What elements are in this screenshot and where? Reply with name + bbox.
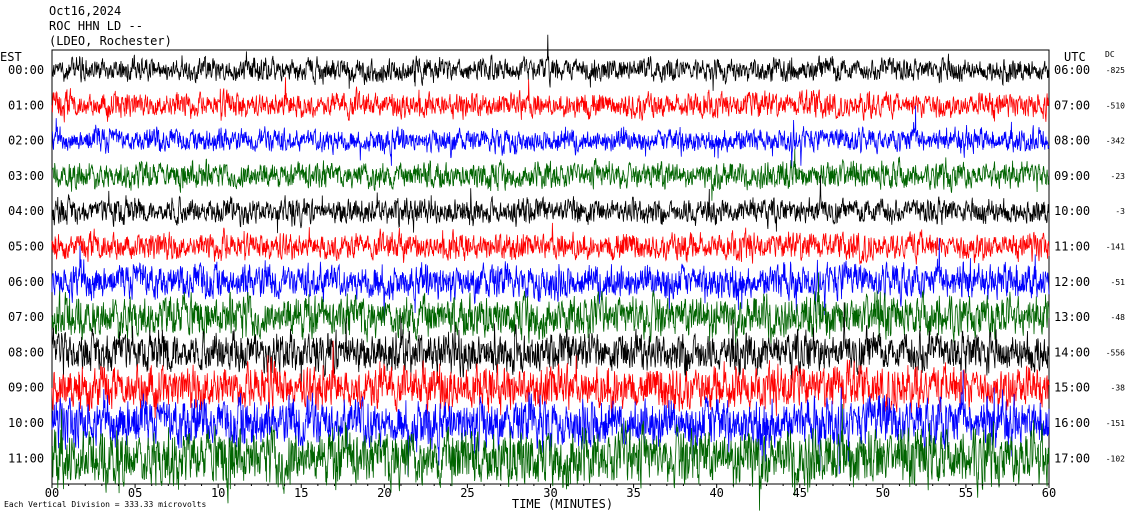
dc-offset-label: -102	[1106, 454, 1125, 463]
utc-hour-label: 15:00	[1054, 381, 1090, 395]
chart-network: (LDEO, Rochester)	[49, 34, 172, 48]
est-hour-label: 04:00	[8, 204, 44, 218]
x-tick-label: 15	[294, 486, 308, 500]
trace-0800	[51, 302, 1050, 388]
dc-offset-label: -48	[1111, 313, 1126, 322]
est-hour-label: 07:00	[8, 310, 44, 324]
utc-hour-label: 14:00	[1054, 345, 1090, 359]
x-tick-label: 35	[626, 486, 640, 500]
dc-offset-label: -510	[1106, 101, 1125, 110]
est-hour-label: 08:00	[8, 345, 44, 359]
utc-hour-label: 06:00	[1054, 63, 1090, 77]
dc-offset-label: -151	[1106, 419, 1125, 428]
dc-offset-label: -38	[1111, 384, 1126, 393]
utc-hour-label: 08:00	[1054, 134, 1090, 148]
x-tick-label: 25	[460, 486, 474, 500]
x-tick-label: 20	[377, 486, 391, 500]
utc-hour-label: 17:00	[1054, 451, 1090, 465]
chart-date: Oct16,2024	[49, 4, 122, 18]
est-hour-label: 01:00	[8, 98, 44, 112]
footer-scale-note: Each Vertical Division = 333.33 microvol…	[4, 500, 207, 509]
utc-hour-label: 13:00	[1054, 310, 1090, 324]
trace-0100	[51, 77, 1049, 123]
x-tick-label: 45	[793, 486, 807, 500]
trace-0000	[51, 34, 1050, 91]
x-tick-label: 55	[959, 486, 973, 500]
dc-offset-label: -825	[1106, 66, 1125, 75]
x-tick-label: 05	[128, 486, 142, 500]
utc-hour-label: 11:00	[1054, 240, 1090, 254]
dc-offset-label: -342	[1106, 137, 1125, 146]
est-hour-label: 06:00	[8, 275, 44, 289]
est-hour-label: 10:00	[8, 416, 44, 430]
dc-offset-label: -556	[1106, 348, 1125, 357]
est-hour-label: 05:00	[8, 240, 44, 254]
trace-0900	[51, 340, 1050, 419]
trace-0600	[51, 238, 1050, 321]
trace-0500	[51, 222, 1050, 265]
est-hour-label: 09:00	[8, 381, 44, 395]
x-tick-label: 40	[709, 486, 723, 500]
est-hour-label: 02:00	[8, 134, 44, 148]
trace-0200	[51, 105, 1050, 168]
est-hour-label: 00:00	[8, 63, 44, 77]
utc-hour-label: 10:00	[1054, 204, 1090, 218]
utc-hour-label: 07:00	[1054, 98, 1090, 112]
x-axis-title: TIME (MINUTES)	[512, 497, 613, 511]
x-tick-label: 10	[211, 486, 225, 500]
chart-station: ROC HHN LD --	[49, 19, 143, 33]
dc-offset-label: -141	[1106, 243, 1125, 252]
utc-hour-label: 12:00	[1054, 275, 1090, 289]
trace-1000	[51, 370, 1050, 476]
x-tick-label: 50	[876, 486, 890, 500]
x-tick-label: 00	[45, 486, 59, 500]
utc-hour-label: 16:00	[1054, 416, 1090, 430]
trace-0700	[51, 272, 1050, 349]
x-tick-label: 30	[543, 486, 557, 500]
trace-1100	[51, 403, 1050, 511]
dc-offset-label: -3	[1115, 207, 1125, 216]
x-tick-label: 60	[1042, 486, 1056, 500]
est-hour-label: 03:00	[8, 169, 44, 183]
dc-offset-label: -23	[1111, 172, 1126, 181]
est-hour-label: 11:00	[8, 451, 44, 465]
utc-hour-label: 09:00	[1054, 169, 1090, 183]
est-axis-title: EST	[0, 50, 22, 64]
dc-axis-title: DC	[1105, 50, 1115, 59]
utc-axis-title: UTC	[1064, 50, 1086, 64]
trace-0400	[51, 174, 1050, 234]
trace-0300	[51, 148, 1050, 201]
dc-offset-label: -51	[1111, 278, 1126, 287]
